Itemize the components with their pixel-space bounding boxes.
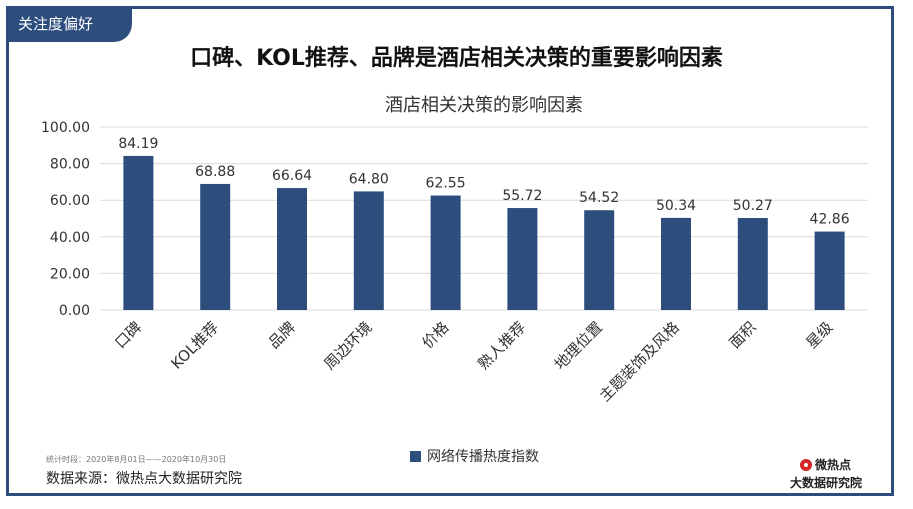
section-tag: 关注度偏好: [6, 6, 132, 42]
x-tick-label: 主题装饰及风格: [596, 318, 683, 405]
bar: [507, 208, 538, 310]
bar: [353, 191, 384, 310]
y-tick-label: 100.00: [41, 120, 90, 136]
logo-line1: 微热点: [815, 458, 852, 472]
x-tick-label: 熟人推荐: [474, 318, 529, 373]
bar: [200, 183, 231, 310]
y-tick-label: 20.00: [50, 266, 90, 282]
x-tick-label: 地理位置: [551, 318, 606, 373]
x-tick-label: 周边环境: [320, 318, 375, 373]
data-label: 50.27: [733, 198, 773, 214]
data-label: 68.88: [195, 164, 235, 180]
y-tick-label: 60.00: [50, 193, 90, 209]
data-label: 84.19: [118, 136, 158, 152]
x-tick-label: 星级: [802, 318, 836, 352]
x-tick-label: 面积: [726, 318, 760, 352]
bar: [430, 195, 461, 310]
legend-swatch: [410, 451, 421, 462]
y-tick-label: 40.00: [50, 230, 90, 246]
bar: [584, 210, 615, 310]
x-tick-label: KOL推荐: [167, 318, 222, 373]
brand-logo: 微热点 大数据研究院: [790, 456, 880, 492]
data-label: 55.72: [502, 188, 542, 204]
bar: [277, 188, 307, 310]
y-tick-label: 80.00: [50, 157, 90, 173]
outer-frame: [6, 6, 894, 496]
data-label: 66.64: [272, 168, 312, 184]
x-tick-label: 价格: [418, 318, 452, 352]
data-label: 62.55: [426, 176, 466, 192]
data-label: 42.86: [810, 212, 850, 228]
x-tick-label: 品牌: [265, 318, 299, 352]
logo-line2: 大数据研究院: [790, 476, 863, 490]
bar: [814, 231, 845, 310]
bar: [737, 218, 768, 310]
x-tick-label: 口碑: [111, 318, 145, 352]
data-source: 数据来源：微热点大数据研究院: [46, 471, 242, 487]
legend-label: 网络传播热度指数: [427, 449, 539, 465]
footnote: 统计时段：2020年8月01日——2020年10月30日: [46, 455, 227, 464]
eye-icon: [800, 458, 812, 471]
data-label: 50.34: [656, 198, 696, 214]
main-title: 口碑、KOL推荐、品牌是酒店相关决策的重要影响因素: [190, 46, 723, 71]
data-label: 54.52: [579, 190, 619, 206]
y-tick-label: 0.00: [59, 303, 90, 319]
chart-title: 酒店相关决策的影响因素: [385, 95, 583, 116]
data-label: 64.80: [349, 171, 389, 187]
bar: [661, 217, 691, 310]
bar: [123, 155, 154, 310]
